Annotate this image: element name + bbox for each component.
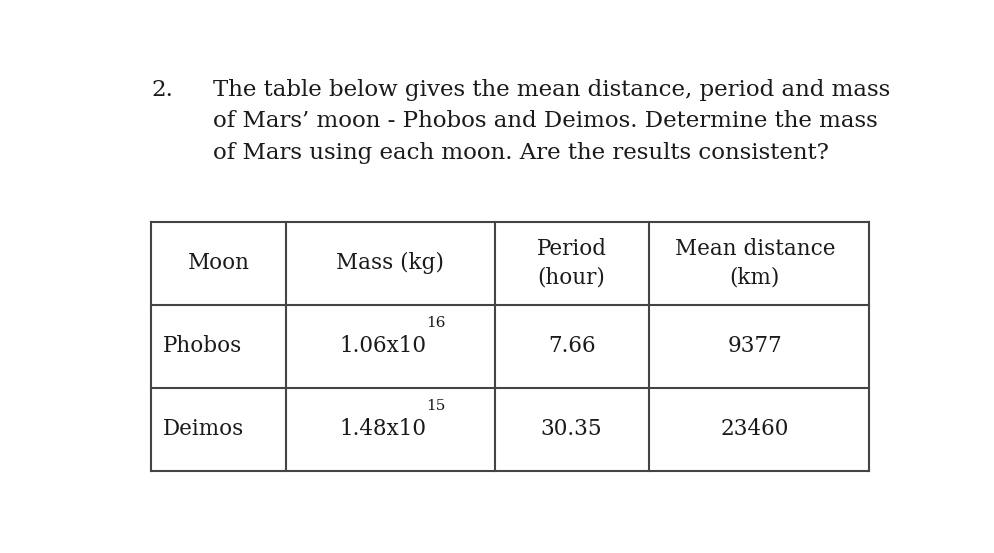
Text: 23460: 23460 [720,419,788,440]
Text: 1.06x10: 1.06x10 [339,335,425,357]
Text: 15: 15 [426,399,445,413]
Text: The table below gives the mean distance, period and mass
of Mars’ moon - Phobos : The table below gives the mean distance,… [213,79,890,164]
Text: 1.48x10: 1.48x10 [339,419,425,440]
Text: Period
(hour): Period (hour) [536,238,606,289]
Text: Moon: Moon [188,252,249,274]
Text: 7.66: 7.66 [548,335,594,357]
Text: Phobos: Phobos [163,335,242,357]
Text: 16: 16 [426,316,445,330]
Text: 2.: 2. [151,79,173,101]
Text: 30.35: 30.35 [541,419,601,440]
Text: Mean distance
(km): Mean distance (km) [674,238,834,289]
Text: Deimos: Deimos [163,419,244,440]
Text: Mass (kg): Mass (kg) [336,252,444,274]
Text: 9377: 9377 [727,335,781,357]
